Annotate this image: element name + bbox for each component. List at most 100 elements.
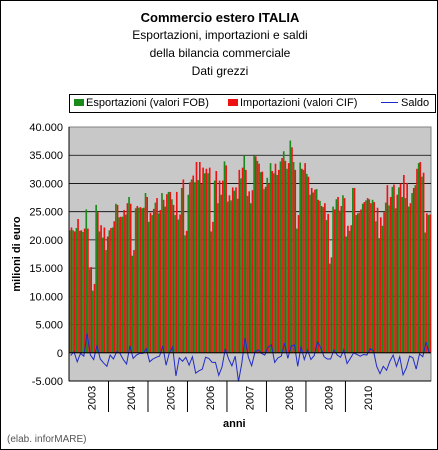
bar-imports — [238, 169, 241, 353]
bar-exports — [115, 203, 117, 353]
bar-imports — [271, 171, 274, 353]
bar-exports — [365, 200, 367, 353]
bar-exports — [220, 194, 223, 353]
bar-imports — [406, 182, 408, 353]
bar-exports — [69, 230, 71, 353]
bar-exports — [319, 200, 321, 353]
bar-exports — [134, 208, 137, 353]
bar-exports — [355, 215, 357, 353]
y-tick-label: 25.000 — [29, 207, 63, 219]
bar-imports — [231, 187, 234, 353]
bar-exports — [197, 180, 199, 353]
bar-imports — [189, 182, 191, 353]
bar-imports — [110, 228, 112, 353]
chart-legend: Esportazioni (valori FOB) Importazioni (… — [69, 94, 436, 113]
bar-imports — [291, 147, 293, 353]
bar-exports — [141, 208, 144, 353]
bar-exports — [361, 203, 364, 353]
bar-exports — [78, 230, 81, 353]
bar-imports — [182, 179, 185, 353]
bar-imports — [366, 198, 369, 353]
bar-exports — [276, 174, 278, 353]
bar-imports — [416, 168, 418, 353]
bar-exports — [246, 195, 249, 353]
y-tick-label: 15.000 — [29, 263, 63, 275]
x-axis-label: anni — [223, 418, 246, 430]
bar-exports — [289, 140, 292, 353]
bar-exports — [279, 161, 282, 353]
tick-labels: 40.000 35.000 30.000 25.000 20.000 15.000 10.0… — [29, 122, 375, 410]
bar-exports — [207, 173, 209, 353]
bar-imports — [185, 230, 188, 353]
bar-exports — [88, 269, 91, 353]
bar-exports — [151, 215, 153, 353]
bar-exports — [296, 228, 298, 353]
bar-imports — [136, 206, 139, 353]
bar-exports — [194, 182, 196, 353]
bar-exports — [187, 194, 190, 353]
bar-exports — [282, 151, 285, 353]
bar-exports — [95, 204, 97, 353]
bar-imports — [175, 191, 178, 353]
bar-imports — [412, 187, 415, 353]
bar-imports — [254, 156, 257, 353]
bar-imports — [205, 168, 208, 353]
bar-exports — [338, 210, 341, 353]
bar-imports — [261, 171, 264, 353]
bar-imports — [77, 219, 79, 353]
bars — [69, 140, 431, 353]
bar-exports — [111, 227, 114, 353]
bar-exports — [394, 208, 397, 353]
legend-label-exports: Esportazioni (valori FOB) — [86, 97, 209, 109]
bar-imports — [264, 186, 267, 353]
bar-imports — [297, 215, 300, 353]
bar-imports — [152, 208, 155, 353]
bar-imports — [70, 227, 73, 353]
bar-exports — [299, 162, 302, 353]
bar-exports — [213, 180, 216, 353]
bar-imports — [360, 209, 362, 353]
bar-imports — [327, 213, 329, 353]
x-tick-label: 2004 — [126, 386, 138, 410]
bar-imports — [347, 225, 349, 353]
bar-exports — [266, 177, 269, 353]
bar-imports — [248, 191, 250, 353]
bar-imports — [403, 174, 405, 353]
bar-exports — [101, 237, 104, 353]
bar-imports — [133, 250, 135, 353]
bar-exports — [223, 161, 226, 353]
bar-exports — [180, 187, 183, 353]
legend-label-imports: Importazioni (valori CIF) — [240, 97, 358, 109]
bar-imports — [192, 175, 195, 353]
bar-exports — [236, 198, 239, 353]
bar-imports — [235, 187, 237, 353]
bar-exports — [177, 219, 180, 353]
bar-imports — [399, 183, 402, 353]
bar-imports — [379, 217, 382, 353]
y-tick-label: 0 — [57, 348, 63, 360]
bar-imports — [301, 168, 303, 353]
bar-exports — [240, 178, 242, 353]
bar-imports — [284, 160, 287, 353]
bar-exports — [138, 207, 140, 353]
bar-imports — [195, 161, 198, 353]
bar-imports — [83, 228, 86, 353]
bar-imports — [96, 212, 99, 353]
bar-exports — [200, 184, 203, 353]
bar-imports — [393, 184, 395, 353]
bar-imports — [353, 187, 356, 353]
bar-exports — [98, 231, 101, 353]
bar-exports — [292, 161, 295, 353]
bar-exports — [203, 173, 206, 353]
bar-imports — [383, 212, 385, 353]
bar-exports — [263, 189, 265, 353]
bar-imports — [169, 191, 172, 353]
bar-imports — [156, 198, 158, 353]
bar-imports — [222, 180, 224, 353]
bar-imports — [149, 212, 152, 353]
bar-exports — [309, 194, 311, 353]
bar-exports — [414, 185, 417, 353]
bar-exports — [269, 163, 272, 353]
bar-exports — [384, 202, 387, 353]
bar-imports — [146, 196, 148, 353]
